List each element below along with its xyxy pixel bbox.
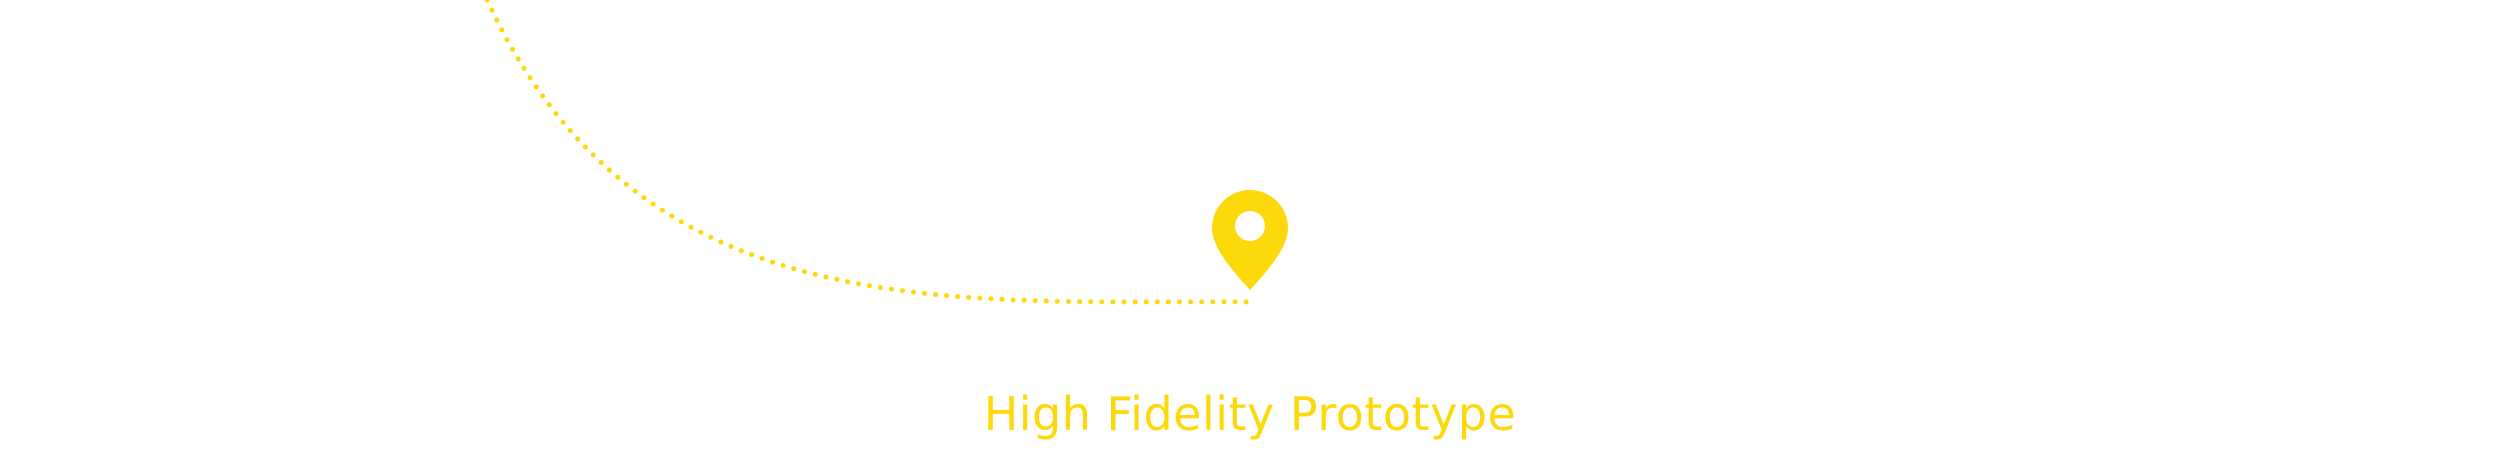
dotted-route-path	[484, 0, 1255, 305]
map-pin-icon	[1212, 190, 1288, 290]
milestone-label: High Fidelity Prototype	[983, 387, 1517, 441]
